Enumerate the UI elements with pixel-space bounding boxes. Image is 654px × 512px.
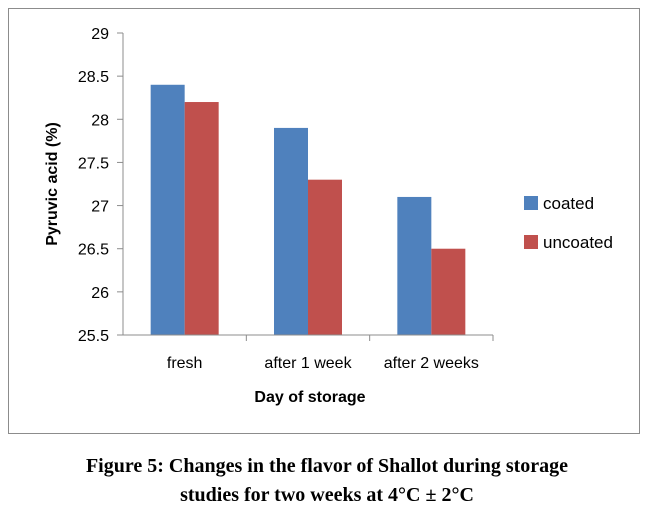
bar-uncoated-1 (308, 179, 342, 335)
bar-coated-1 (274, 127, 308, 336)
y-tick-label: 27.5 (78, 155, 109, 172)
bar-coated-0 (150, 84, 185, 336)
bar-uncoated-2 (431, 248, 466, 335)
x-tick-label: after 2 weeks (384, 355, 479, 372)
y-tick-label: 25.5 (78, 328, 109, 345)
bar-chart: 25.5 26 26.5 27 27.5 28 28.5 29 fresh after 1 we… (44, 26, 613, 406)
legend-swatch-uncoated (524, 235, 538, 249)
y-tick-label: 28 (91, 112, 109, 129)
bar-coated-2 (397, 196, 432, 335)
figure-caption-line-2: studies for two weeks at 4°C ± 2°C (180, 484, 474, 506)
legend-swatch-coated (524, 196, 538, 210)
y-tick-label: 26.5 (78, 242, 109, 259)
y-tick-label: 28.5 (78, 69, 109, 86)
y-tick-label: 26 (91, 285, 109, 302)
bars (150, 84, 466, 336)
x-axis-title: Day of storage (254, 389, 365, 406)
legend-label-uncoated: uncoated (543, 233, 613, 252)
y-tick-label: 27 (91, 199, 109, 216)
bar-uncoated-0 (184, 102, 219, 336)
x-tick-label: after 1 week (264, 355, 352, 372)
y-tick-label: 29 (91, 26, 109, 43)
y-axis-ticks: 25.5 26 26.5 27 27.5 28 28.5 29 (78, 26, 123, 345)
y-axis-title: Pyruvic acid (%) (44, 122, 61, 246)
legend-label-coated: coated (543, 194, 594, 213)
legend: coated uncoated (524, 194, 613, 252)
figure-caption-line-1: Figure 5: Changes in the flavor of Shall… (85, 455, 569, 477)
x-axis-ticks: fresh after 1 week after 2 weeks (167, 335, 494, 372)
x-tick-label: fresh (167, 355, 203, 372)
